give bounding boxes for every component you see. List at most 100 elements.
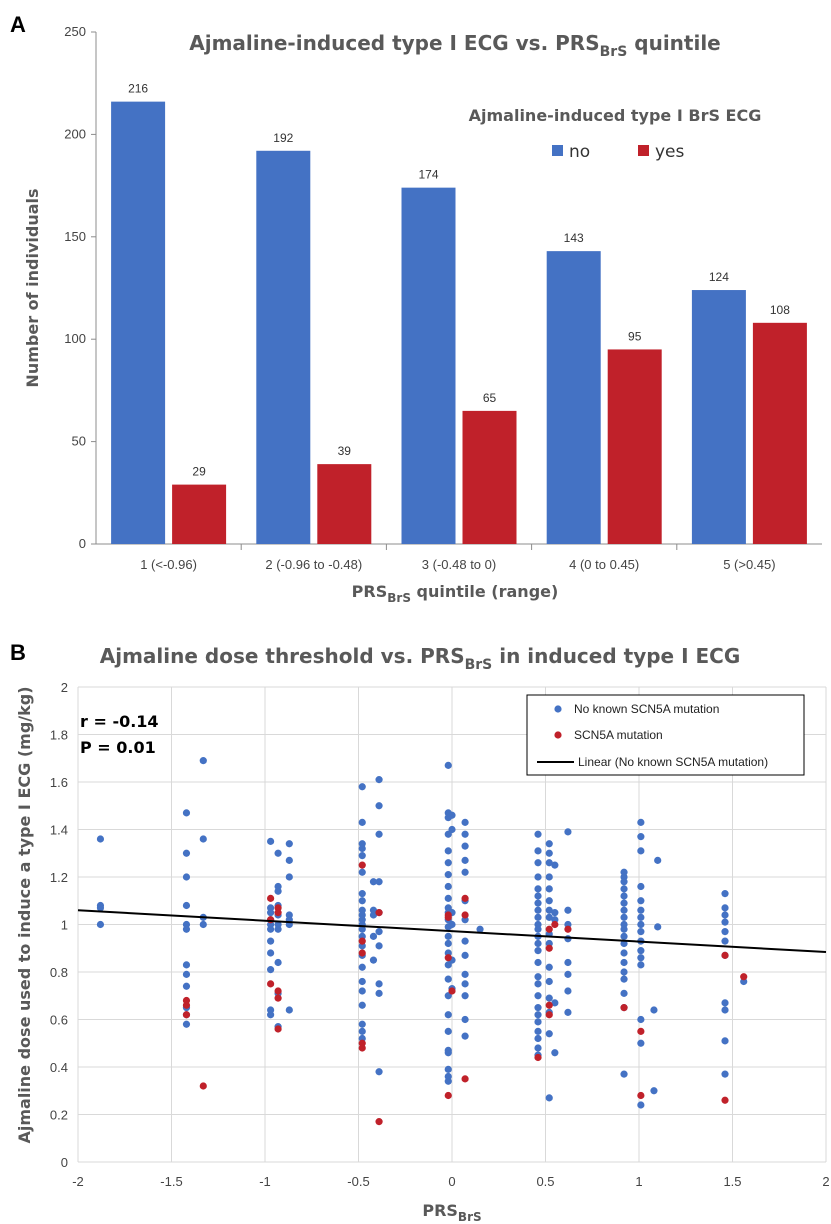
point-no-scn5a (620, 989, 628, 997)
bar-no (111, 101, 166, 544)
point-no-scn5a (545, 1030, 553, 1038)
point-no-scn5a (620, 1070, 628, 1078)
point-scn5a (740, 973, 748, 981)
point-no-scn5a (721, 1006, 729, 1014)
panel-b-y-tick-label: 0.4 (50, 1060, 68, 1075)
point-no-scn5a (274, 925, 282, 933)
panel-b-y-tick-label: 1.6 (50, 775, 68, 790)
point-no-scn5a (375, 802, 383, 810)
point-no-scn5a (637, 1039, 645, 1047)
point-no-scn5a (274, 958, 282, 967)
point-no-scn5a (461, 992, 469, 1000)
bar-value-label: 124 (709, 270, 729, 284)
point-no-scn5a (534, 1018, 542, 1026)
point-no-scn5a (267, 1011, 275, 1019)
point-no-scn5a (534, 958, 542, 967)
point-no-scn5a (620, 925, 628, 933)
panel-b-xlabel-sub: BrS (458, 1210, 482, 1224)
point-no-scn5a (534, 847, 542, 855)
point-scn5a (545, 1001, 553, 1009)
point-scn5a (545, 1011, 553, 1019)
point-no-scn5a (448, 811, 456, 819)
point-no-scn5a (267, 909, 275, 917)
point-no-scn5a (545, 963, 553, 971)
point-no-scn5a (267, 837, 275, 845)
point-no-scn5a (620, 878, 628, 886)
point-no-scn5a (620, 968, 628, 976)
point-no-scn5a (444, 894, 452, 902)
bar-yes (172, 484, 227, 544)
legend-label-no-scn5a: No known SCN5A mutation (574, 702, 719, 716)
panel-b-y-tick-label: 0.6 (50, 1013, 68, 1028)
panel-a-y-tick-label: 150 (64, 229, 86, 244)
panel-a-label: A (10, 12, 26, 37)
point-scn5a (358, 949, 366, 957)
point-no-scn5a (534, 1011, 542, 1019)
point-no-scn5a (375, 989, 383, 997)
panel-b-trendline-group (77, 909, 827, 954)
point-no-scn5a (551, 909, 559, 917)
point-no-scn5a (182, 961, 191, 969)
point-no-scn5a (620, 975, 628, 983)
point-no-scn5a (96, 904, 105, 912)
point-no-scn5a (369, 911, 378, 919)
point-no-scn5a (182, 925, 191, 933)
point-no-scn5a (182, 809, 191, 817)
panel-a-x-tick-label: 5 (>0.45) (723, 557, 775, 572)
panel-b-y-tick-label: 0.2 (50, 1108, 68, 1123)
point-no-scn5a (369, 956, 378, 964)
panel-b-label: B (10, 640, 26, 665)
point-no-scn5a (358, 844, 366, 853)
bar-value-label: 216 (128, 82, 148, 96)
point-scn5a (534, 1053, 542, 1062)
point-scn5a (274, 994, 282, 1002)
panel-a-xlabel-main: PRS (352, 582, 388, 601)
panel-b-x-tick-label: -1.5 (160, 1174, 182, 1189)
point-no-scn5a (375, 980, 383, 988)
point-no-scn5a (534, 1027, 542, 1035)
point-scn5a (375, 1118, 383, 1126)
point-no-scn5a (637, 954, 645, 962)
panel-b-x-tick-label: -1 (259, 1174, 271, 1189)
legend-label-scn5a: SCN5A mutation (574, 728, 663, 742)
point-no-scn5a (620, 892, 628, 900)
point-no-scn5a (461, 937, 469, 945)
point-scn5a (358, 937, 366, 945)
point-no-scn5a (444, 1077, 452, 1085)
point-no-scn5a (534, 1034, 542, 1043)
point-no-scn5a (637, 928, 645, 936)
point-no-scn5a (721, 1070, 729, 1078)
panel-b-legend: No known SCN5A mutation SCN5A mutation Lin… (526, 694, 805, 776)
point-no-scn5a (637, 920, 645, 929)
point-no-scn5a (375, 928, 383, 936)
point-no-scn5a (545, 859, 553, 867)
point-scn5a (448, 987, 456, 995)
point-scn5a (551, 920, 559, 929)
panel-b-x-tick-label: 2 (822, 1174, 829, 1189)
point-scn5a (721, 1096, 729, 1104)
point-scn5a (274, 1025, 282, 1033)
point-no-scn5a (182, 982, 191, 990)
panel-b-y-tick-label: 0.8 (50, 965, 68, 980)
point-scn5a (358, 1044, 366, 1052)
point-no-scn5a (461, 1032, 469, 1040)
point-no-scn5a (358, 963, 366, 971)
panel-a-x-tick-label: 3 (-0.48 to 0) (422, 557, 496, 572)
point-no-scn5a (551, 999, 559, 1007)
panel-a-y-tick-label: 0 (79, 536, 86, 551)
point-scn5a (375, 909, 383, 917)
point-no-scn5a (444, 859, 452, 867)
panel-a-y-tick-label: 100 (64, 331, 86, 346)
bar-value-label: 143 (564, 231, 584, 245)
point-no-scn5a (545, 885, 553, 893)
bar-yes (462, 410, 517, 544)
panel-a-title-sub: BrS (600, 44, 628, 60)
panel-b-y-tick-label: 0 (61, 1155, 68, 1170)
point-no-scn5a (476, 925, 484, 933)
point-no-scn5a (267, 925, 275, 933)
point-no-scn5a (534, 947, 542, 955)
point-no-scn5a (637, 1101, 645, 1109)
panel-b-x-tick-label: -2 (72, 1174, 84, 1189)
panel-a-x-tick-label: 2 (-0.96 to -0.48) (265, 557, 362, 572)
